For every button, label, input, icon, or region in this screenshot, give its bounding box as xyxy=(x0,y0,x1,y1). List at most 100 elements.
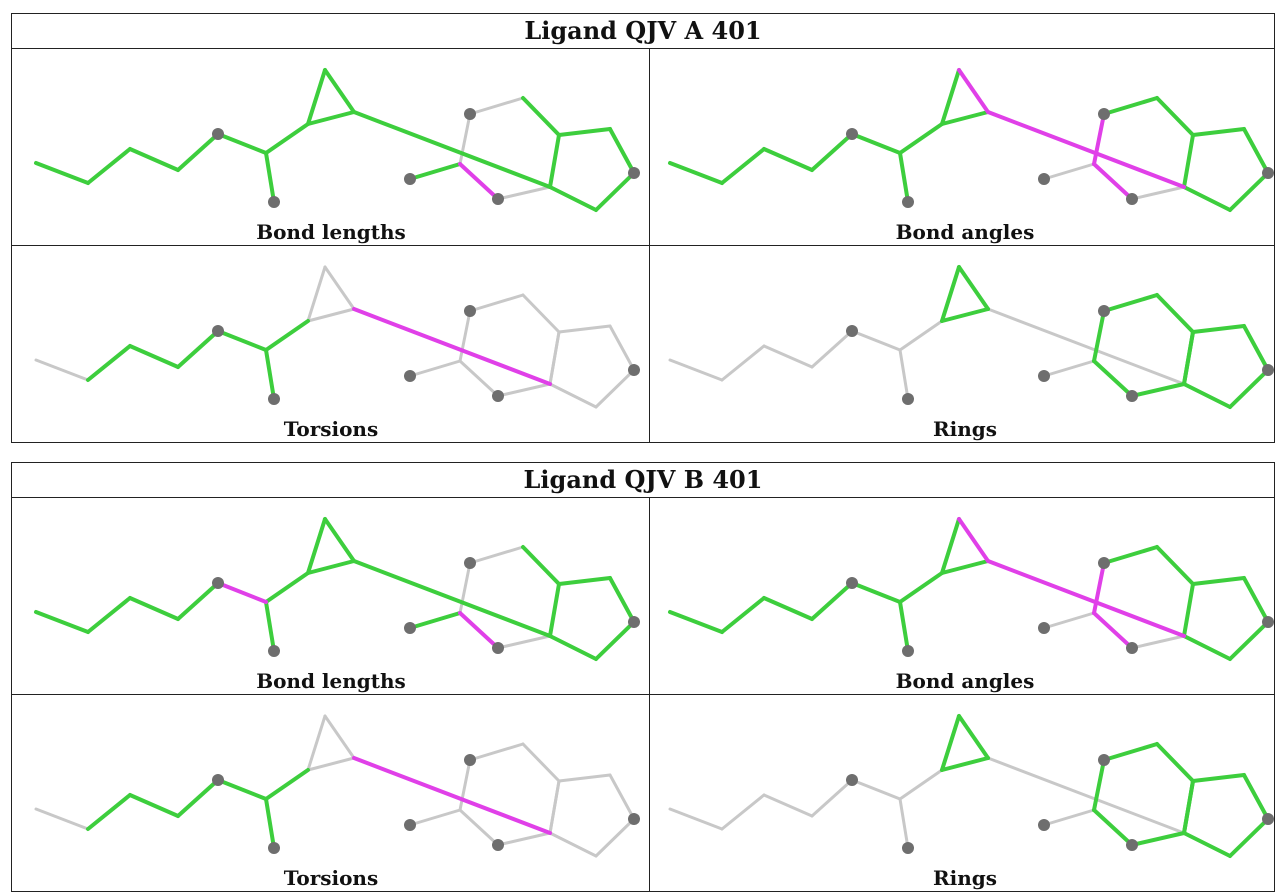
bond-b23 xyxy=(1182,582,1195,638)
bond-b13 xyxy=(1102,545,1159,565)
bond-b9 xyxy=(323,265,356,311)
bond-b16 xyxy=(496,185,552,201)
bond-b12 xyxy=(458,112,472,166)
bond-b1 xyxy=(668,358,724,382)
ligand-block-a: Ligand QJV A 401 Bond lengths Bond angle… xyxy=(11,13,1275,443)
atom-a7 xyxy=(268,393,280,405)
bond-b23 xyxy=(1182,779,1195,835)
bond-b11 xyxy=(986,110,1186,189)
panel-torsions: Torsions xyxy=(18,247,644,443)
bond-b5 xyxy=(216,581,268,604)
atom-a19 xyxy=(628,616,640,628)
bond-b10 xyxy=(940,756,990,772)
bond-b3 xyxy=(762,596,814,621)
bond-b10 xyxy=(306,559,356,575)
bond-b2 xyxy=(86,596,132,634)
bond-b20 xyxy=(608,127,636,175)
bond-b2 xyxy=(720,596,766,634)
bond-b15 xyxy=(1092,162,1134,201)
atom-a5 xyxy=(212,325,224,337)
ligand-structure xyxy=(34,265,640,409)
atom-a7 xyxy=(902,842,914,854)
bond-b10 xyxy=(306,307,356,323)
bond-b3 xyxy=(762,344,814,369)
atom-a5 xyxy=(212,577,224,589)
ligand-structure xyxy=(34,517,640,661)
bond-b12 xyxy=(458,561,472,615)
atom-a19 xyxy=(628,364,640,376)
bond-b13 xyxy=(468,742,525,762)
bond-b20 xyxy=(1242,324,1270,372)
bond-b3 xyxy=(128,147,180,172)
bond-b6 xyxy=(264,600,276,653)
bond-b3 xyxy=(762,793,814,818)
bond-b5 xyxy=(850,778,902,801)
bond-b8 xyxy=(306,714,327,772)
atom-a19 xyxy=(1262,167,1274,179)
bond-b23 xyxy=(548,330,561,386)
panel-bond-lengths: Bond lengths xyxy=(18,50,644,246)
bond-b6 xyxy=(898,600,910,653)
atom-a13 xyxy=(404,370,416,382)
bond-b21 xyxy=(1228,368,1270,409)
bond-b6 xyxy=(264,348,276,401)
bond-b22 xyxy=(548,382,598,409)
bond-b7 xyxy=(264,571,310,604)
atom-a5 xyxy=(212,128,224,140)
ligand-structure xyxy=(34,714,640,858)
atom-a5 xyxy=(212,774,224,786)
bond-b2 xyxy=(720,793,766,831)
atom-a5 xyxy=(846,577,858,589)
bond-b2 xyxy=(720,147,766,185)
bond-b13 xyxy=(1102,96,1159,116)
atom-a13 xyxy=(1038,370,1050,382)
bond-b22 xyxy=(548,185,598,212)
bond-b21 xyxy=(594,171,636,212)
bond-b18 xyxy=(521,545,561,586)
bond-b19 xyxy=(557,127,612,137)
panel-bond-lengths: Bond lengths xyxy=(18,499,644,695)
bond-b18 xyxy=(521,96,561,137)
bond-b21 xyxy=(1228,171,1270,212)
bond-b20 xyxy=(1242,773,1270,821)
atom-a11 xyxy=(1098,557,1110,569)
bond-b19 xyxy=(1191,773,1246,783)
bond-b1 xyxy=(34,358,90,382)
atom-a11 xyxy=(1098,305,1110,317)
panel-bond-angles: Bond angles xyxy=(652,499,1276,695)
panel-rings: Rings xyxy=(652,696,1276,892)
bond-b11 xyxy=(352,559,552,638)
atom-a14 xyxy=(1126,642,1138,654)
bond-b8 xyxy=(306,265,327,323)
panel-caption: Bond lengths xyxy=(256,220,406,244)
bond-b20 xyxy=(608,773,636,821)
ligand-title: Ligand QJV B 401 xyxy=(12,463,1274,498)
bond-b6 xyxy=(264,797,276,850)
bond-b6 xyxy=(264,151,276,204)
bond-b16 xyxy=(496,831,552,847)
row-divider xyxy=(12,245,1274,246)
bond-b4 xyxy=(176,329,220,369)
panel-caption: Bond angles xyxy=(895,220,1035,244)
bond-b16 xyxy=(1130,185,1186,201)
bond-b8 xyxy=(306,517,327,575)
bond-b18 xyxy=(1155,96,1195,137)
bond-b21 xyxy=(1228,817,1270,858)
bond-b20 xyxy=(608,576,636,624)
bond-b14 xyxy=(408,611,462,630)
atom-a13 xyxy=(1038,622,1050,634)
bond-b15 xyxy=(458,611,500,650)
bond-b15 xyxy=(458,162,500,201)
bond-b5 xyxy=(850,132,902,155)
bond-b7 xyxy=(898,319,944,352)
bond-b15 xyxy=(1092,808,1134,847)
bond-b10 xyxy=(306,110,356,126)
atom-a11 xyxy=(464,108,476,120)
bond-b4 xyxy=(176,581,220,621)
atom-a7 xyxy=(268,645,280,657)
bond-b5 xyxy=(850,329,902,352)
bond-b16 xyxy=(496,382,552,398)
panel-caption: Rings xyxy=(932,417,997,441)
panel-bond-angles: Bond angles xyxy=(652,50,1276,246)
atom-a19 xyxy=(628,167,640,179)
